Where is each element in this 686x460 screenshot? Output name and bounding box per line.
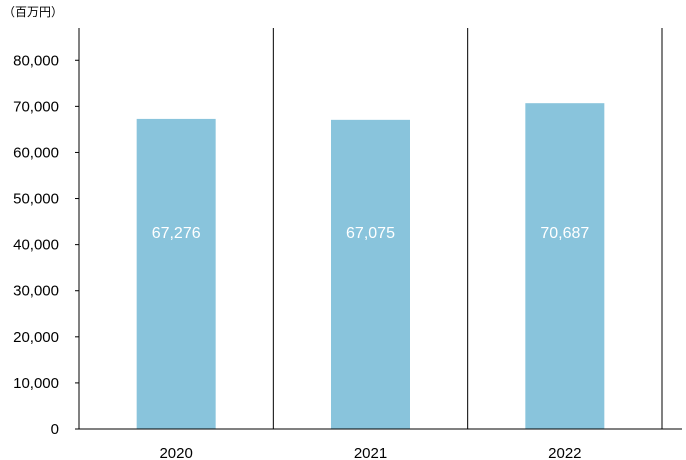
category-dividers (272, 28, 663, 429)
bar (331, 119, 410, 429)
y-tick-label: 10,000 (13, 375, 59, 392)
y-tick-label: 70,000 (13, 98, 59, 115)
y-tick-label: 0 (51, 421, 59, 438)
y-tick-label: 40,000 (13, 237, 59, 254)
unit-label: （百万円） (3, 5, 63, 19)
y-axis-ticks: 0 10,000 20,000 30,000 40,000 50,000 60,000 70,… (13, 52, 79, 438)
x-axis-ticks: 2020 2021 2022 (159, 445, 581, 460)
y-tick-label: 20,000 (13, 329, 59, 346)
x-tick-label: 2021 (354, 445, 387, 460)
x-tick-label: 2022 (548, 445, 581, 460)
bar (525, 103, 605, 429)
bar-value-label: 70,687 (540, 225, 589, 242)
bars (136, 103, 605, 429)
bar-value-label: 67,276 (152, 225, 201, 242)
data-labels: 67,276 67,075 70,687 (152, 225, 590, 242)
x-tick-label: 2020 (159, 445, 192, 460)
bar (136, 118, 216, 429)
y-tick-label: 80,000 (13, 52, 59, 69)
y-tick-label: 30,000 (13, 283, 59, 300)
y-tick-label: 50,000 (13, 191, 59, 208)
bar-value-label: 67,075 (346, 225, 395, 242)
y-tick-label: 60,000 (13, 144, 59, 161)
